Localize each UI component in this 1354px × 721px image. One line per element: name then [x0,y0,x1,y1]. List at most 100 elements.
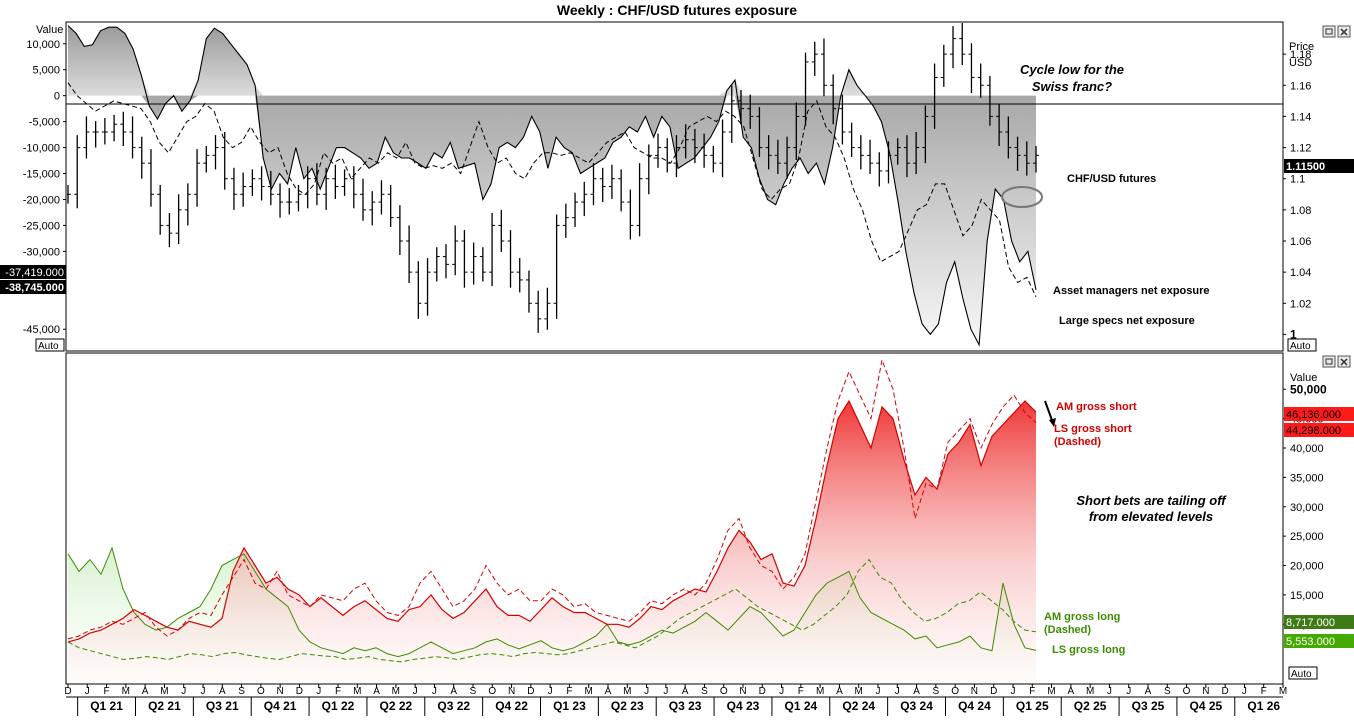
tag-ls-gross-long-bg [1284,634,1354,648]
x-month-label: F [335,686,341,697]
x-month-label: N [1202,686,1209,697]
top-restore-icon[interactable] [1322,25,1336,38]
annotation-swiss-franc: Swiss franc? [1032,79,1112,94]
right-axis-title-price: Price [1289,41,1314,53]
left-tick-label: -30,000 [23,246,60,258]
x-quarter-label: Q4 21 [264,699,297,713]
bottom-right-tick-label: 35,000 [1290,472,1324,484]
x-month-label: A [605,686,612,697]
am-gross-long-line [67,558,1037,663]
x-month-label: J [85,686,90,697]
x-month-label: J [895,686,900,697]
label-am-gross-short: AM gross short [1056,401,1137,413]
left-axis-ticks: 10,000 5,000 0 -5,000 -10,000 -15,000 -20,000 -… [23,39,66,336]
x-month-label: J [1011,686,1016,697]
left-axis-title: Value [36,24,63,36]
auto-button-left[interactable]: Auto [38,341,59,352]
tag-price: 1.11500 [1286,161,1325,173]
bottom-right-axis-title: Value [1290,372,1317,384]
x-quarter-label: Q3 23 [669,699,702,713]
left-tick-label: 10,000 [26,39,60,51]
x-quarter-label: Q2 22 [380,699,413,713]
x-month-label: N [971,686,978,697]
annotation-cycle-low: Cycle low for the [1020,62,1124,77]
x-month-label: D [527,686,534,697]
am-gross-short-area [68,401,1036,683]
x-month-label: A [1068,686,1075,697]
x-month-label: J [1107,686,1112,697]
asset-managers-line [67,25,1037,347]
ls-gross-long-line [67,546,1037,658]
tag-asset-managers-bg [0,265,66,279]
left-tick-label: -5,000 [29,117,60,129]
x-month-label: J [1126,686,1131,697]
x-month-label: J [876,686,881,697]
annotation-short-bets: Short bets are tailing off [1076,493,1227,508]
auto-button-right[interactable]: Auto [1290,341,1311,352]
right-axis-ticks: 1.18 1.16 1.14 1.12 1.1 1.08 1.06 1.04 1.02 1 [1283,49,1311,341]
bottom-restore-icon[interactable] [1322,355,1336,368]
x-month-label: F [798,686,804,697]
x-month-label: J [779,686,784,697]
label-ls-gross-short: LS gross short [1054,423,1132,435]
bottom-close-icon[interactable] [1337,355,1351,368]
auto-button-bottom-bg[interactable] [1288,666,1318,680]
x-month-label: D [296,686,303,697]
x-month-label: A [373,686,380,697]
x-quarter-label: Q4 24 [958,699,991,713]
x-axis-quarter-ticks: Q1 21 Q2 21 Q3 21 Q4 21 Q1 22 Q2 22 Q3 22 Q4 22… [66,696,1283,716]
tag-price-bg [1284,159,1354,173]
ls-gross-short-line [67,358,1037,640]
x-quarter-label: Q4 22 [495,699,528,713]
x-month-label: D [64,686,71,697]
right-tick-label: 1.04 [1290,267,1311,279]
auto-button-left-bg[interactable] [35,338,65,352]
x-month-label: M [122,686,130,697]
tag-ls-gross-short: 44,298.000 [1286,425,1341,437]
x-month-label: A [219,686,226,697]
cycle-low-circle [1001,186,1043,208]
annotation-elevated-levels: from elevated levels [1089,509,1213,524]
x-month-label: O [488,686,496,697]
x-month-label: D [1222,686,1229,697]
gross-positions-lines [67,358,1037,663]
x-month-label: J [413,686,418,697]
x-month-label: O [1183,686,1191,697]
x-month-label: A [1145,686,1152,697]
x-quarter-label: Q1 23 [553,699,586,713]
top-close-icon[interactable] [1337,25,1351,38]
tag-am-gross-long: 8,717.000 [1286,617,1335,629]
x-month-label: J [548,686,553,697]
arrow-head-icon [1049,418,1056,427]
tag-ls-gross-long: 5,553.000 [1286,636,1335,648]
bottom-right-tick-label: 40,000 [1290,443,1324,455]
right-tick-label: 1 [1290,327,1297,341]
x-month-label: A [913,686,920,697]
x-month-label: N [739,686,746,697]
x-month-label: M [353,686,361,697]
x-month-label: M [392,686,400,697]
x-month-label: S [933,686,940,697]
tag-am-gross-short: 46,136.000 [1286,409,1341,421]
x-quarter-label: Q2 23 [611,699,644,713]
x-month-label: M [160,686,168,697]
x-month-label: F [1029,686,1035,697]
x-month-label: F [566,686,572,697]
right-tick-label: 1.08 [1290,205,1311,217]
x-month-label: M [816,686,824,697]
auto-button-bottom[interactable]: Auto [1291,669,1312,680]
x-month-label: J [644,686,649,697]
gross-positions-fill [68,401,1036,683]
x-month-label: A [836,686,843,697]
x-quarter-label: Q3 21 [206,699,239,713]
right-tick-label: 1.16 [1290,80,1311,92]
x-month-label: J [316,686,321,697]
label-am-gross-long: AM gross long [1044,611,1120,623]
left-tick-label: -20,000 [23,194,60,206]
x-month-label: M [855,686,863,697]
large-specs-line [67,82,1037,298]
bottom-right-tick-label: 20,000 [1290,561,1324,573]
asset-managers-fill [68,25,1036,345]
auto-button-right-bg[interactable] [1287,338,1317,352]
